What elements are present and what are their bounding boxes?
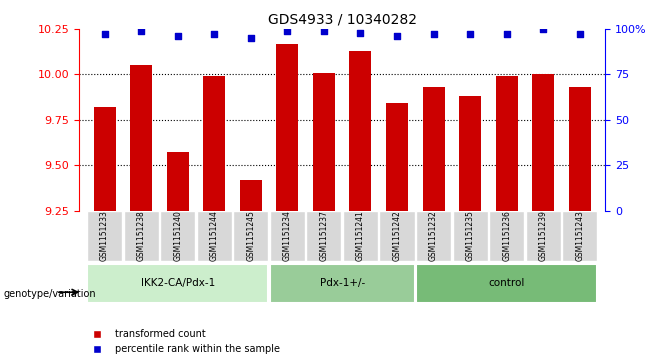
Text: GSM1151242: GSM1151242 bbox=[392, 211, 401, 261]
FancyBboxPatch shape bbox=[87, 211, 122, 261]
Text: GSM1151241: GSM1151241 bbox=[356, 211, 365, 261]
FancyBboxPatch shape bbox=[307, 211, 342, 261]
Point bbox=[501, 32, 512, 37]
FancyBboxPatch shape bbox=[562, 211, 597, 261]
FancyBboxPatch shape bbox=[343, 211, 378, 261]
Bar bbox=[386, 103, 408, 211]
Text: GSM1151233: GSM1151233 bbox=[100, 211, 109, 261]
FancyBboxPatch shape bbox=[124, 211, 159, 261]
FancyBboxPatch shape bbox=[197, 211, 232, 261]
FancyBboxPatch shape bbox=[453, 211, 488, 261]
Text: GSM1151237: GSM1151237 bbox=[319, 211, 328, 261]
Legend: transformed count, percentile rank within the sample: transformed count, percentile rank withi… bbox=[84, 326, 284, 358]
Point bbox=[172, 33, 183, 39]
Bar bbox=[349, 51, 371, 211]
Bar bbox=[569, 87, 591, 211]
FancyBboxPatch shape bbox=[416, 211, 451, 261]
Bar bbox=[93, 107, 116, 211]
Bar bbox=[166, 152, 189, 211]
Text: GSM1151243: GSM1151243 bbox=[575, 211, 584, 261]
Bar bbox=[313, 73, 335, 211]
FancyBboxPatch shape bbox=[489, 211, 524, 261]
Point bbox=[574, 32, 585, 37]
Text: Pdx-1+/-: Pdx-1+/- bbox=[320, 278, 365, 288]
Bar bbox=[203, 76, 225, 211]
Text: control: control bbox=[488, 278, 525, 288]
Point bbox=[209, 32, 220, 37]
Text: genotype/variation: genotype/variation bbox=[3, 289, 96, 299]
Text: GSM1151232: GSM1151232 bbox=[429, 211, 438, 261]
Title: GDS4933 / 10340282: GDS4933 / 10340282 bbox=[268, 12, 417, 26]
FancyBboxPatch shape bbox=[233, 211, 268, 261]
Point bbox=[99, 32, 110, 37]
Text: GSM1151240: GSM1151240 bbox=[173, 211, 182, 261]
Bar bbox=[130, 65, 152, 211]
Text: GSM1151235: GSM1151235 bbox=[466, 211, 474, 261]
FancyBboxPatch shape bbox=[526, 211, 561, 261]
FancyBboxPatch shape bbox=[87, 264, 268, 303]
Bar bbox=[459, 96, 481, 211]
Text: GSM1151234: GSM1151234 bbox=[283, 211, 292, 261]
FancyBboxPatch shape bbox=[270, 264, 415, 303]
Bar bbox=[240, 180, 262, 211]
Text: GSM1151238: GSM1151238 bbox=[137, 211, 145, 261]
Point bbox=[245, 35, 256, 41]
Text: GSM1151244: GSM1151244 bbox=[210, 211, 218, 261]
FancyBboxPatch shape bbox=[270, 211, 305, 261]
Point bbox=[282, 28, 293, 34]
Bar bbox=[532, 74, 554, 211]
Bar bbox=[495, 76, 518, 211]
Text: IKK2-CA/Pdx-1: IKK2-CA/Pdx-1 bbox=[141, 278, 215, 288]
Bar bbox=[422, 87, 445, 211]
Point bbox=[355, 30, 366, 36]
Text: GSM1151245: GSM1151245 bbox=[246, 211, 255, 261]
Point bbox=[136, 28, 146, 34]
Point bbox=[318, 28, 329, 34]
FancyBboxPatch shape bbox=[160, 211, 195, 261]
Point bbox=[465, 32, 475, 37]
FancyBboxPatch shape bbox=[380, 211, 415, 261]
Text: GSM1151236: GSM1151236 bbox=[502, 211, 511, 261]
Point bbox=[392, 33, 402, 39]
Bar bbox=[276, 44, 298, 211]
Point bbox=[538, 26, 549, 32]
FancyBboxPatch shape bbox=[416, 264, 597, 303]
Text: GSM1151239: GSM1151239 bbox=[539, 211, 547, 261]
Point bbox=[428, 32, 439, 37]
